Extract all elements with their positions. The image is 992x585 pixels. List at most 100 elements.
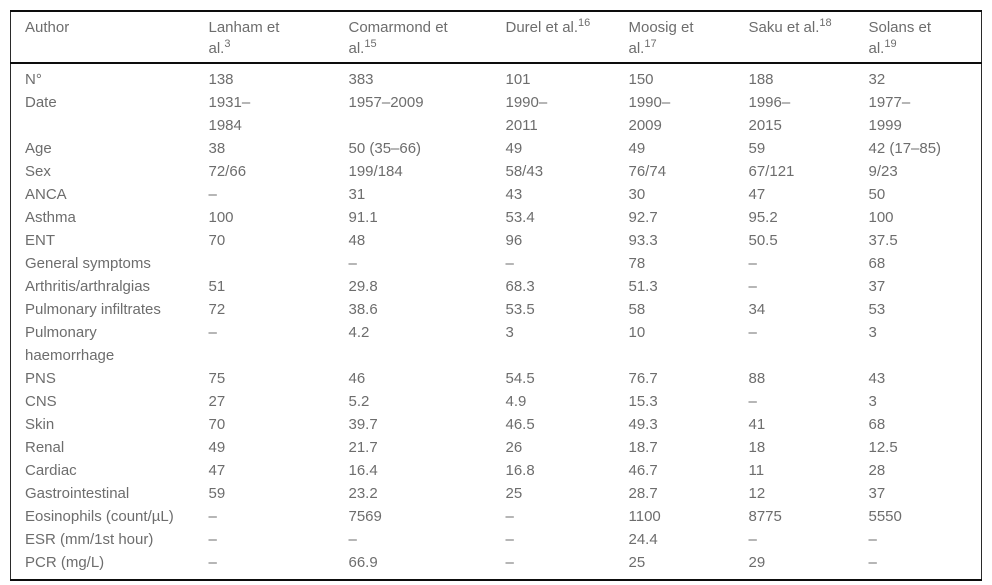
data-cell: 49 bbox=[208, 439, 226, 456]
author-column-header: Author bbox=[10, 11, 195, 64]
data-cell: – bbox=[748, 531, 757, 548]
row-label: PCR (mg/L) bbox=[25, 554, 105, 571]
data-cell: 37 bbox=[868, 278, 886, 295]
data-cell: 11 bbox=[748, 462, 765, 479]
table-row: ANCA – 31 43 30 47 50 bbox=[11, 183, 982, 206]
data-cell: 66.9 bbox=[348, 554, 378, 571]
table-row: Pulmonary haemorrhage – 4.2 3 10 – 3 bbox=[11, 321, 982, 367]
data-cell: 92.7 bbox=[628, 209, 658, 226]
data-cell: 53.4 bbox=[505, 209, 535, 226]
data-cell: 27 bbox=[208, 393, 226, 410]
data-cell: – bbox=[208, 531, 217, 548]
data-cell: 25 bbox=[505, 485, 523, 502]
data-cell: 5550 bbox=[868, 508, 902, 525]
data-cell: 76/74 bbox=[628, 163, 667, 180]
data-cell: 29.8 bbox=[348, 278, 378, 295]
data-cell: 1957–2009 bbox=[348, 94, 424, 111]
data-cell: 37.5 bbox=[868, 232, 898, 249]
data-cell: 91.1 bbox=[348, 209, 378, 226]
data-cell: 95.2 bbox=[748, 209, 778, 226]
data-cell: 68 bbox=[868, 255, 886, 272]
data-cell: 41 bbox=[748, 416, 766, 433]
data-cell: 1977– 1999 bbox=[868, 94, 911, 134]
row-label: General symptoms bbox=[25, 255, 151, 272]
data-cell: 23.2 bbox=[348, 485, 378, 502]
data-cell: 28.7 bbox=[628, 485, 658, 502]
data-cell: 3 bbox=[868, 324, 877, 341]
data-cell: 67/121 bbox=[748, 163, 795, 180]
data-cell: – bbox=[505, 255, 514, 272]
row-label: Eosinophils (count/µL) bbox=[25, 508, 174, 525]
data-cell: 4.9 bbox=[505, 393, 527, 410]
study-comparison-table: Author Lanham et al.3 Comarmond et al.15 Du… bbox=[10, 10, 982, 581]
table-row: CNS 27 5.2 4.9 15.3 – 3 bbox=[11, 390, 982, 413]
data-cell: 38 bbox=[208, 140, 226, 157]
table-row: Cardiac 47 16.4 16.8 46.7 11 28 bbox=[11, 459, 982, 482]
study-column-header: Comarmond et al.15 bbox=[334, 11, 492, 64]
table-row: Eosinophils (count/µL) – 7569 – 1100 8775 5550 bbox=[11, 505, 982, 528]
data-cell: 51.3 bbox=[628, 278, 658, 295]
table-row: Date 1931– 1984 1957–2009 1990– 2011 1990– 2… bbox=[11, 91, 982, 137]
data-cell: 96 bbox=[505, 232, 523, 249]
data-cell: 16.8 bbox=[505, 462, 535, 479]
data-cell: – bbox=[505, 508, 514, 525]
row-label: Sex bbox=[25, 163, 51, 180]
row-label: CNS bbox=[25, 393, 57, 410]
table-row: Gastrointestinal 59 23.2 25 28.7 12 37 bbox=[11, 482, 982, 505]
data-cell: – bbox=[505, 531, 514, 548]
study-column-header: Solans et al.19 bbox=[854, 11, 982, 64]
data-cell: – bbox=[748, 278, 757, 295]
table-row: Renal 49 21.7 26 18.7 18 12.5 bbox=[11, 436, 982, 459]
header-row: Author Lanham et al.3 Comarmond et al.15 Du… bbox=[10, 11, 982, 64]
data-cell: – bbox=[748, 255, 757, 272]
data-cell: – bbox=[208, 554, 217, 571]
table-row: ENT 70 48 96 93.3 50.5 37.5 bbox=[11, 229, 982, 252]
data-cell: 58 bbox=[628, 301, 646, 318]
table-row: Asthma 100 91.1 53.4 92.7 95.2 100 bbox=[11, 206, 982, 229]
data-cell: 10 bbox=[628, 324, 646, 341]
column-title: Moosig et al. bbox=[628, 19, 694, 57]
study-column-header: Moosig et al.17 bbox=[614, 11, 735, 64]
data-cell bbox=[195, 252, 335, 275]
data-cell: 76.7 bbox=[628, 370, 658, 387]
data-cell: 53 bbox=[868, 301, 886, 318]
data-cell: 70 bbox=[208, 232, 226, 249]
table-row: Skin 70 39.7 46.5 49.3 41 68 bbox=[11, 413, 982, 436]
data-cell: 199/184 bbox=[348, 163, 403, 180]
data-cell: 47 bbox=[748, 186, 766, 203]
data-cell: 24.4 bbox=[628, 531, 658, 548]
data-cell: 18.7 bbox=[628, 439, 658, 456]
data-cell: 32 bbox=[868, 71, 886, 88]
data-cell: – bbox=[868, 554, 877, 571]
row-label: PNS bbox=[25, 370, 56, 387]
data-cell: 37 bbox=[868, 485, 886, 502]
citation-superscript: 17 bbox=[644, 38, 657, 50]
data-cell: 30 bbox=[628, 186, 646, 203]
data-cell: 38.6 bbox=[348, 301, 378, 318]
data-cell: 26 bbox=[505, 439, 523, 456]
data-cell: 16.4 bbox=[348, 462, 378, 479]
data-cell: 4.2 bbox=[348, 324, 370, 341]
data-cell: 72/66 bbox=[208, 163, 247, 180]
data-cell: 46.5 bbox=[505, 416, 535, 433]
table-row: Pulmonary infiltrates 72 38.6 53.5 58 34 53 bbox=[11, 298, 982, 321]
data-cell: 12 bbox=[748, 485, 766, 502]
data-cell: 29 bbox=[748, 554, 766, 571]
table-row: General symptoms – – 78 – 68 bbox=[11, 252, 982, 275]
data-cell: 49 bbox=[505, 140, 523, 157]
data-cell: 50.5 bbox=[748, 232, 778, 249]
data-cell: 59 bbox=[748, 140, 766, 157]
data-cell: 49 bbox=[628, 140, 646, 157]
citation-superscript: 15 bbox=[364, 38, 377, 50]
column-title: Author bbox=[25, 19, 70, 36]
data-cell: 58/43 bbox=[505, 163, 544, 180]
data-cell: 3 bbox=[868, 393, 877, 410]
data-cell: 93.3 bbox=[628, 232, 658, 249]
data-cell: 21.7 bbox=[348, 439, 378, 456]
citation-superscript: 3 bbox=[224, 38, 231, 50]
data-cell: – bbox=[868, 531, 877, 548]
data-cell: 68 bbox=[868, 416, 886, 433]
study-column-header: Lanham et al.3 bbox=[194, 11, 335, 64]
row-label: Age bbox=[25, 140, 52, 157]
